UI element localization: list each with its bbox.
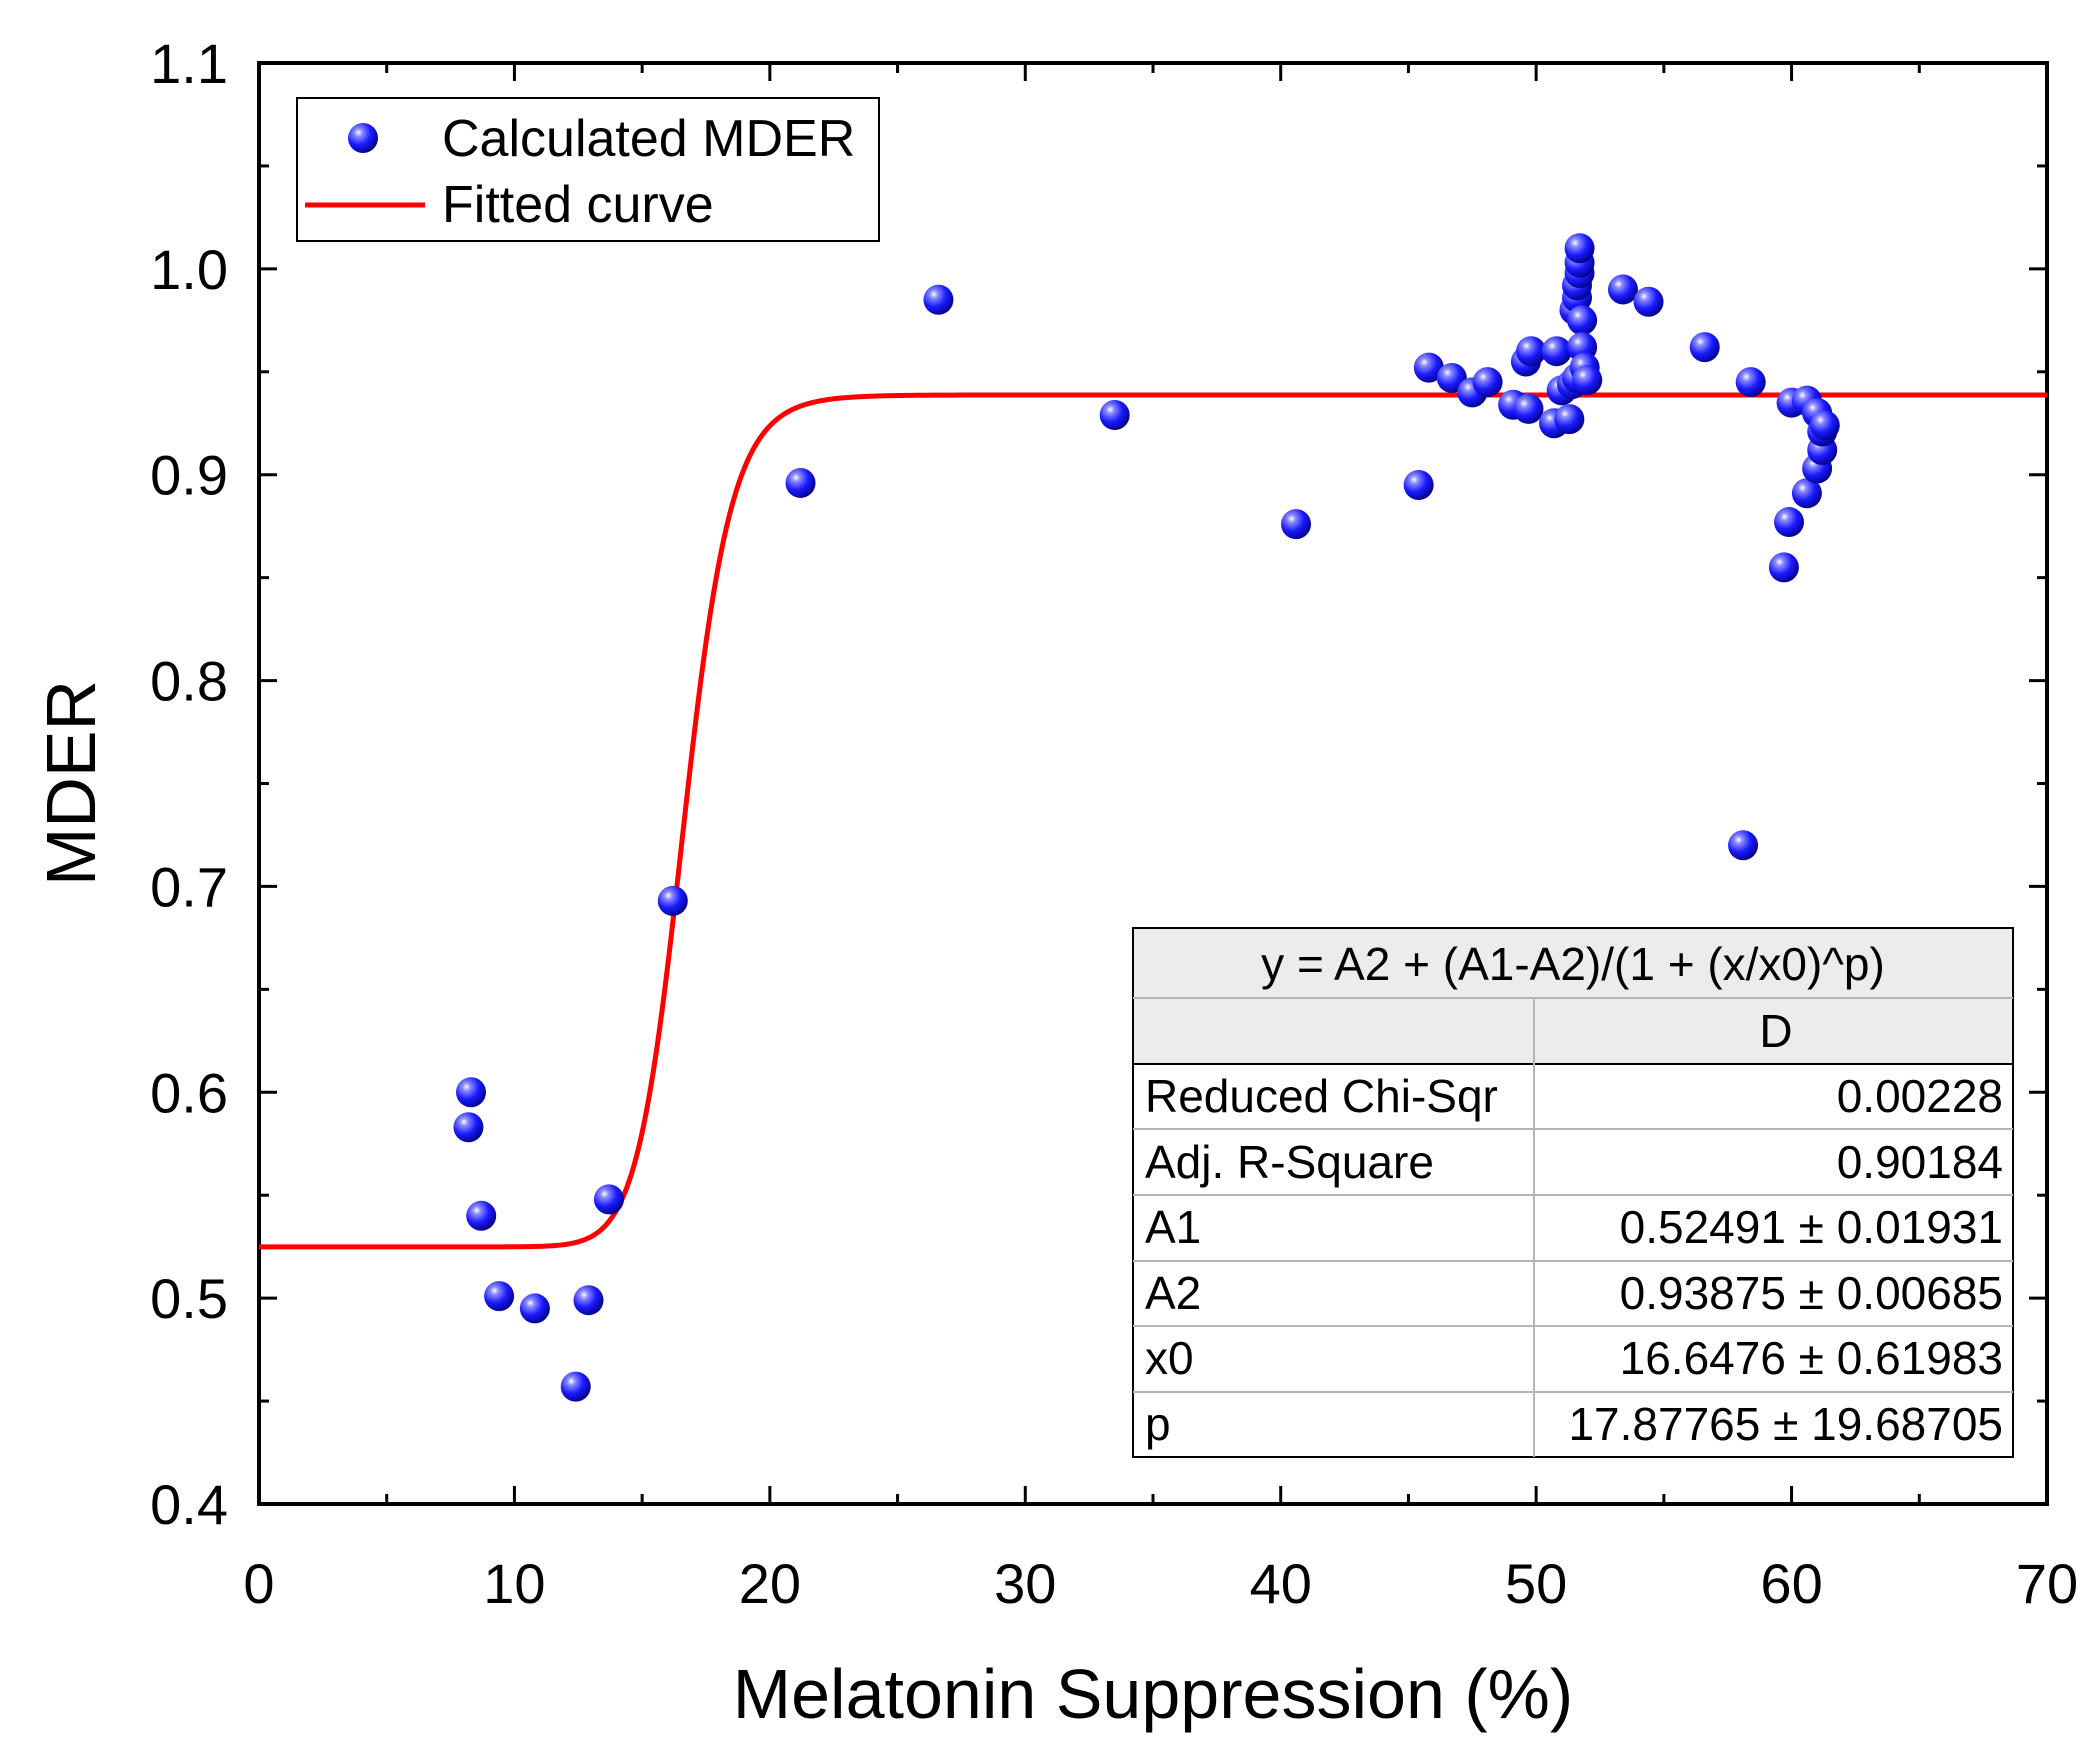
table-row-value: 17.87765 ± 19.68705	[1568, 1398, 2003, 1450]
legend-label-fitted: Fitted curve	[442, 176, 714, 234]
data-point	[1554, 404, 1585, 435]
x-tick-label: 30	[994, 1552, 1056, 1615]
y-tick-label: 1.1	[150, 32, 228, 95]
table-row-label: Reduced Chi-Sqr	[1145, 1070, 1498, 1122]
x-tick-labels: 0 10 20 30 40 50 60 70	[243, 1552, 2078, 1615]
fit-parameters-table: y = A2 + (A1-A2)/(1 + (x/x0)^p) D Reduce…	[1132, 927, 2014, 1458]
legend-box	[296, 97, 880, 242]
table-row-label: A1	[1145, 1201, 1201, 1253]
y-tick-label: 0.7	[150, 855, 228, 918]
table-row-label: p	[1145, 1398, 1171, 1450]
x-axis-title: Melatonin Suppression (%)	[733, 1655, 1573, 1733]
data-point	[1774, 507, 1805, 538]
data-point	[1472, 367, 1503, 398]
data-point	[593, 1184, 624, 1215]
x-tick-label: 10	[483, 1552, 545, 1615]
data-point	[1516, 336, 1547, 367]
y-axis-title: MDER	[32, 680, 110, 886]
data-point	[1633, 286, 1664, 317]
data-point	[1564, 233, 1595, 264]
data-point	[923, 284, 954, 315]
data-point	[484, 1281, 515, 1312]
x-tick-label: 40	[1250, 1552, 1312, 1615]
y-tick-label: 0.8	[150, 650, 228, 713]
data-point	[785, 467, 816, 498]
table-column-header: D	[1759, 1005, 1792, 1057]
data-point	[1572, 365, 1603, 396]
data-point	[1607, 274, 1638, 305]
legend-marker-sphere	[348, 123, 378, 153]
data-point	[560, 1371, 591, 1402]
table-row-value: 0.00228	[1837, 1070, 2003, 1122]
y-tick-labels: 0.4 0.5 0.6 0.7 0.8 0.9 1.0 1.1	[150, 32, 228, 1536]
table-row-value: 0.90184	[1837, 1136, 2003, 1188]
table-row-value: 0.52491 ± 0.01931	[1620, 1201, 2003, 1253]
data-point	[1567, 305, 1598, 336]
data-point	[466, 1200, 497, 1231]
y-tick-label: 1.0	[150, 238, 228, 301]
data-point	[657, 885, 688, 916]
data-point	[1099, 400, 1130, 431]
y-tick-label: 0.5	[150, 1267, 228, 1330]
x-tick-label: 70	[2016, 1552, 2078, 1615]
table-row-label: Adj. R-Square	[1145, 1136, 1434, 1188]
x-tick-label: 60	[1760, 1552, 1822, 1615]
axis-ticks	[257, 61, 2049, 1506]
table-header-bg	[1133, 928, 2013, 1064]
data-point	[1413, 352, 1444, 383]
y-tick-label: 0.4	[150, 1473, 228, 1536]
legend-label-calculated: Calculated MDER	[442, 110, 855, 168]
data-point	[1403, 470, 1434, 501]
data-point	[1541, 336, 1572, 367]
data-point	[1768, 552, 1799, 583]
data-point	[456, 1077, 487, 1108]
data-point	[1689, 332, 1720, 363]
data-point	[1791, 478, 1822, 509]
table-row-label: x0	[1145, 1332, 1194, 1384]
data-point	[1728, 830, 1759, 861]
y-tick-label: 0.9	[150, 444, 228, 507]
table-row-value: 0.93875 ± 0.00685	[1620, 1267, 2003, 1319]
table-row-label: A2	[1145, 1267, 1201, 1319]
table-equation: y = A2 + (A1-A2)/(1 + (x/x0)^p)	[1261, 938, 1885, 990]
x-tick-label: 20	[739, 1552, 801, 1615]
data-point	[1809, 410, 1840, 441]
data-point	[519, 1293, 550, 1324]
y-tick-label: 0.6	[150, 1061, 228, 1124]
data-point	[453, 1112, 484, 1143]
legend: Calculated MDER Fitted curve	[296, 97, 880, 242]
data-point	[573, 1285, 604, 1316]
data-point	[1513, 393, 1544, 424]
data-point	[1281, 509, 1312, 540]
x-tick-label: 50	[1505, 1552, 1567, 1615]
data-points-layer	[453, 233, 1840, 1402]
x-tick-label: 0	[243, 1552, 274, 1615]
table-row-value: 16.6476 ± 0.61983	[1620, 1332, 2003, 1384]
data-point	[1735, 367, 1766, 398]
table-frame	[1132, 927, 2014, 1458]
